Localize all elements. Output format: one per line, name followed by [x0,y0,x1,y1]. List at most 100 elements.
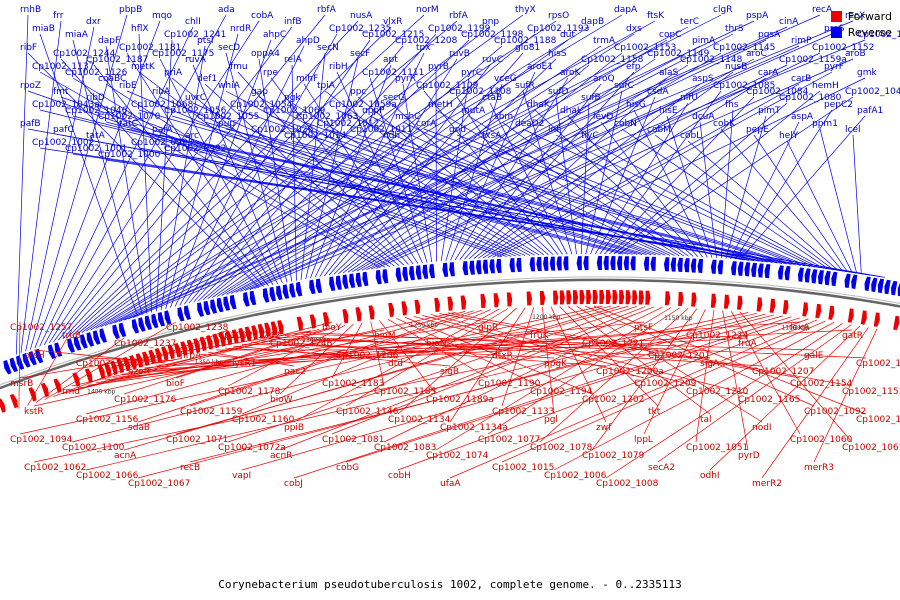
reverse-gene-label: dhaL [560,106,582,116]
forward-gene-arrow [84,368,93,383]
forward-gene-label: sigA [700,359,720,369]
forward-leader-line [175,305,629,435]
reverse-gene-label: def1 [197,74,217,84]
forward-gene-arrow [355,307,362,322]
reverse-leader-line [193,33,437,303]
forward-leader-line [242,343,503,351]
reverse-gene-label: ahpD [296,36,320,46]
reverse-gene-label: pafC [53,125,74,135]
reverse-leader-line [48,20,260,344]
reverse-gene-label: norM [416,5,439,15]
forward-gene-label: pyrD [738,451,760,461]
forward-gene-label: Cp1002_1146 [336,407,399,417]
forward-gene-arrow [605,290,612,305]
forward-gene-arrow [619,290,625,305]
forward-gene-arrow [264,322,271,338]
reverse-leader-line [179,33,338,306]
forward-leader-line [175,326,337,379]
reverse-gene-label: Cp1002_1149 [647,49,710,59]
reverse-gene-label: nusB [725,62,747,72]
forward-leader-line [96,321,489,384]
reverse-gene-arrow [342,274,349,289]
reverse-gene-label: ndh [383,131,400,141]
reverse-gene-label: ptsI [197,36,214,46]
forward-gene-arrow [103,362,112,377]
reverse-gene-arrow [164,310,172,325]
reverse-leader-line [456,96,563,255]
kbp-tick-label: 1150 kbp [664,315,692,322]
reverse-leader-line [489,102,568,255]
reverse-leader-line [599,90,722,255]
reverse-gene-label: efp [626,62,641,72]
reverse-leader-line [270,77,414,265]
forward-gene-arrow [173,343,181,358]
forward-gene-label: sdaB [128,423,150,433]
reverse-gene-label: secF [350,49,370,59]
forward-gene-label: Cp1002_1066 [76,471,139,481]
forward-gene-label: Cp1002_1154 [790,379,853,389]
forward-gene-label: tal [700,415,712,425]
reverse-leader-line [76,20,458,335]
reverse-leader-line [25,26,95,352]
reverse-leader-line [352,64,689,272]
reverse-leader-line [93,102,512,257]
forward-leader-line [227,306,637,443]
reverse-gene-arrow [509,258,515,273]
reverse-gene-arrow [690,258,697,273]
reverse-gene-label: ribD [86,93,105,103]
reverse-gene-label: Cp1002_1244 [53,49,116,59]
reverse-gene-arrow [744,262,751,277]
forward-gene-arrow [368,305,375,320]
forward-gene-label: Cp1002_1191 [856,359,900,369]
reverse-gene-arrow [243,292,250,307]
reverse-leader-line [90,20,557,331]
reverse-gene-arrow [16,355,25,370]
reverse-leader-line [60,96,507,257]
forward-gene-label: Cp1002_1209 [634,379,697,389]
reverse-gene-label: Cp1002_1109 [416,81,479,91]
reverse-gene-label: Cp1002_1001 [65,144,127,154]
reverse-leader-line [244,45,800,291]
reverse-leader-line [95,26,590,329]
forward-gene-arrow [414,299,421,315]
reverse-gene-arrow [329,276,336,291]
reverse-gene-label: Cp1002_1000 [98,150,161,160]
reverse-gene-label: sufC [614,81,634,91]
reverse-gene-label: hflX [131,24,149,34]
reverse-gene-arrow [73,336,82,351]
reverse-gene-label: sufD [548,87,569,97]
reverse-gene-label: pimA [692,36,716,46]
reverse-gene-label: Cp1002_1137 [32,62,94,72]
reverse-leader-line [39,109,624,255]
reverse-gene-arrow [230,294,237,310]
forward-gene-label: Cp1002_1224 [686,331,749,341]
forward-gene-label: gatR [842,331,863,341]
reverse-gene-label: deaD2 [515,119,544,129]
forward-gene-label: cobH [388,471,411,481]
reverse-gene-label: Cp1002_1080 [779,93,842,103]
forward-gene-label: Cp1002_1006 [544,471,607,481]
forward-leader-line [331,322,363,379]
forward-gene-arrow [9,393,19,409]
forward-gene-label: azoR [128,367,150,377]
reverse-gene-label: mqo [152,11,172,21]
reverse-leader-line [324,64,491,277]
genome-caption: Corynebacterium pseudotuberculosis 1002,… [218,578,682,591]
reverse-gene-label: pnp [482,17,499,27]
reverse-gene-arrow [151,313,159,329]
legend-reverse-label: Reverse [847,25,892,39]
reverse-gene-label: fmu [230,62,248,72]
reverse-gene-arrow [616,256,623,271]
reverse-gene-arrow [811,269,818,284]
reverse-gene-label: mihF [296,74,318,84]
reverse-gene-arrow [216,297,224,313]
forward-gene-label: rmd [62,387,80,397]
forward-gene-arrow [97,364,106,379]
forward-gene-label: Cp1002_1189a [426,395,494,405]
forward-leader-line [35,337,125,403]
forward-gene-arrow [206,335,213,350]
reverse-leader-line [171,115,642,255]
reverse-gene-label: levD [593,112,613,122]
reverse-gene-label: dcuA [692,112,715,122]
reverse-gene-label: oppA4 [251,49,280,59]
